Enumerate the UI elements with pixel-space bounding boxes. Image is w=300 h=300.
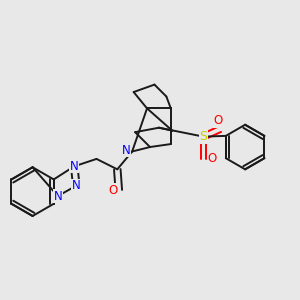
Text: N: N (53, 190, 62, 202)
Text: N: N (72, 179, 81, 192)
Text: N: N (122, 143, 130, 157)
Text: O: O (207, 152, 216, 165)
Text: O: O (109, 184, 118, 196)
Text: N: N (70, 160, 79, 173)
Text: S: S (200, 130, 208, 143)
Text: O: O (214, 114, 223, 128)
